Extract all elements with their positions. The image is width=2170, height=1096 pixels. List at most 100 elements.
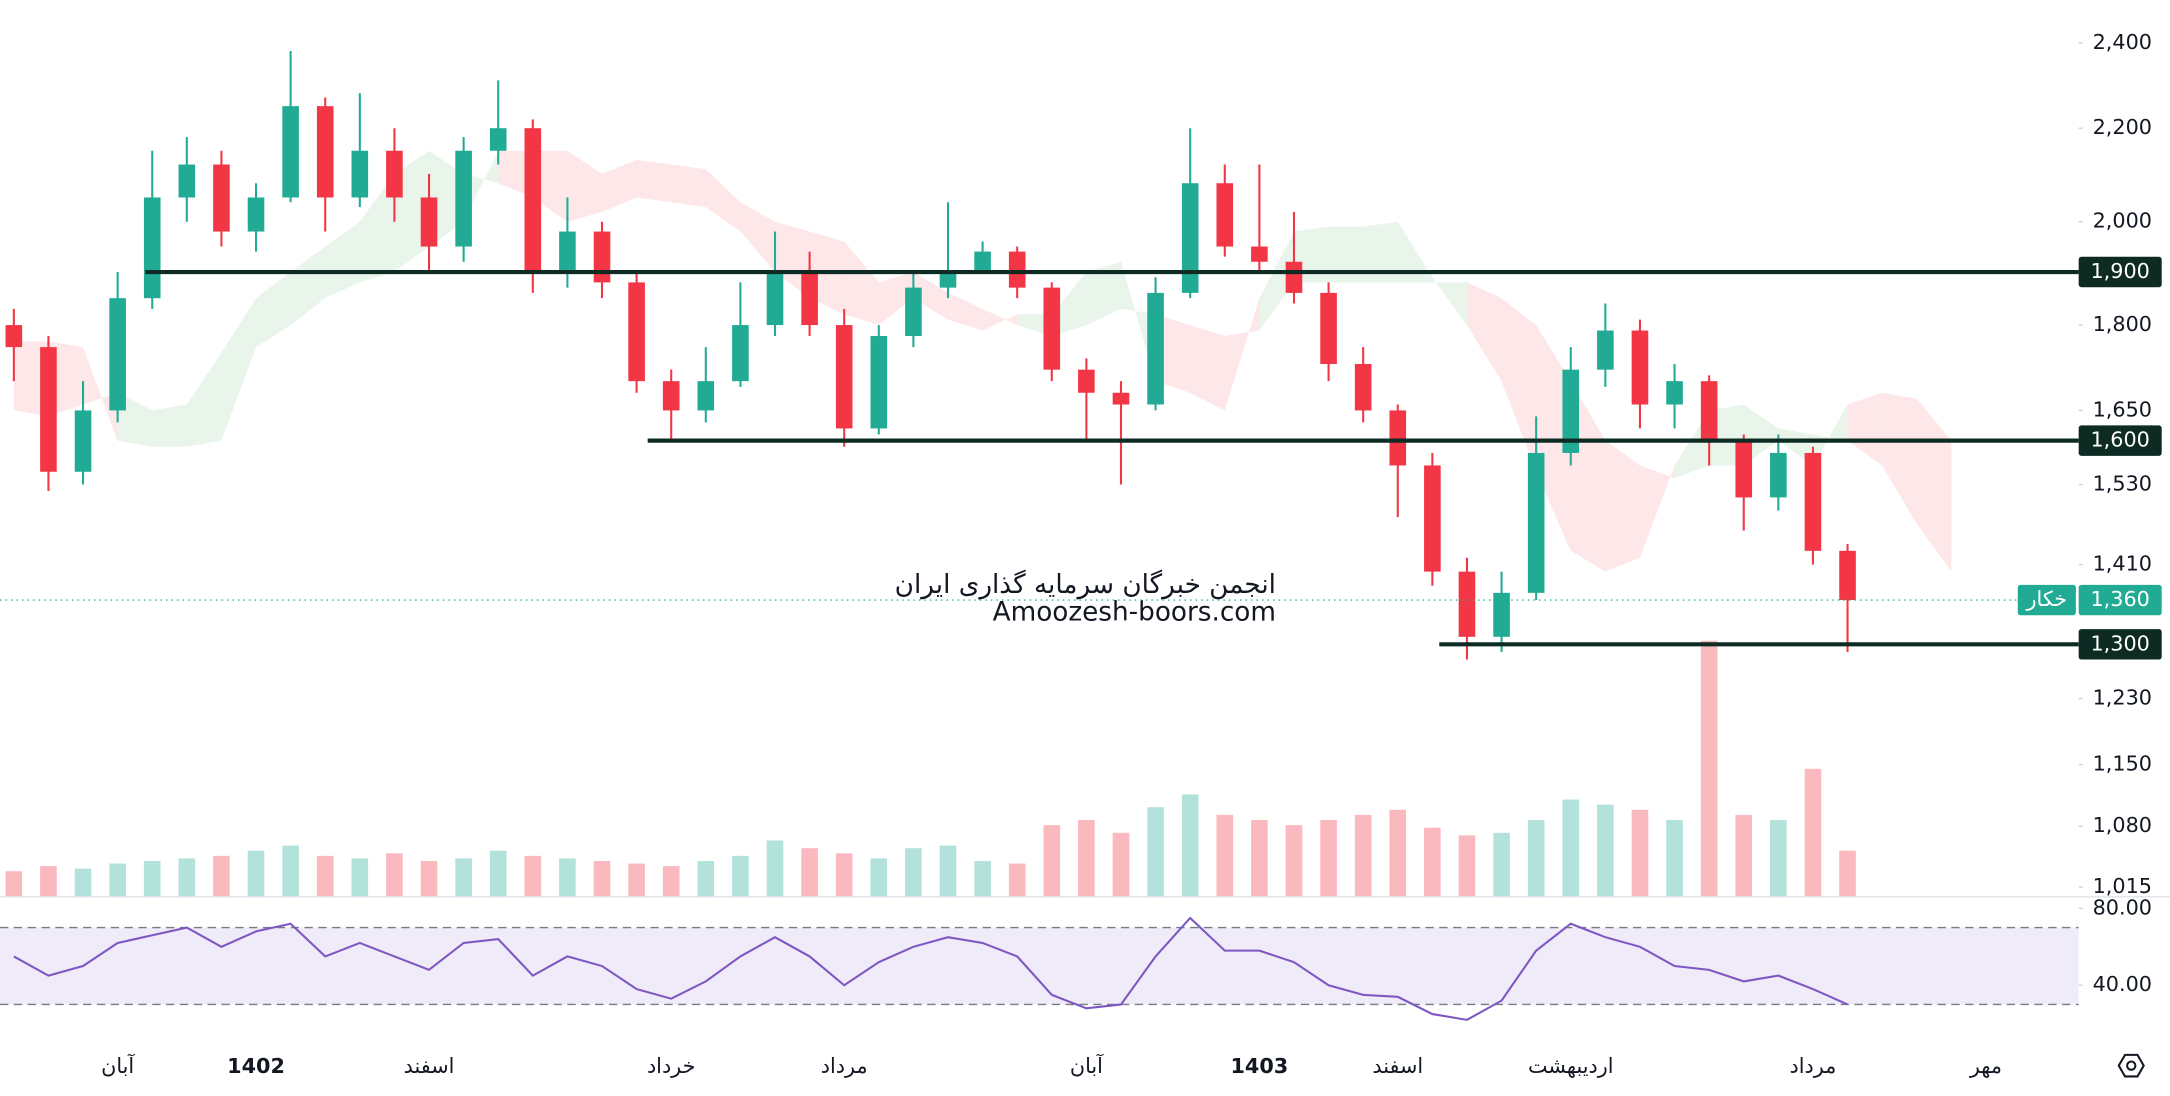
volume-bar: [109, 863, 126, 897]
cloud-segment: [982, 308, 1018, 331]
cloud-segment: [1190, 325, 1225, 411]
cloud-segment: [498, 150, 533, 198]
volume-bar: [455, 858, 472, 897]
volume-bar: [247, 850, 265, 897]
rsi-tick-label: 40.00: [2093, 972, 2152, 996]
volume-bar: [1666, 820, 1683, 897]
x-tick-label: آبان: [1070, 1053, 1104, 1078]
cloud-segment: [1328, 226, 1364, 283]
cloud-segment: [290, 246, 326, 326]
volume-bar: [939, 845, 957, 897]
volume-bar: [282, 845, 299, 897]
candle-body: [1839, 550, 1856, 601]
y-tick-label: 2,200: [2093, 115, 2152, 139]
candle-body: [974, 251, 991, 273]
level-box: [2078, 425, 2162, 456]
y-tick-label: 1,080: [2093, 813, 2152, 837]
cloud-segment: [1397, 221, 1433, 283]
cloud-segment: [325, 221, 360, 299]
cloud-segment: [13, 341, 49, 417]
volume-bar: [1493, 832, 1510, 897]
volume-bar: [524, 855, 542, 897]
y-tick-label: 1,530: [2093, 472, 2152, 496]
candle-body: [178, 164, 196, 198]
volume-bar: [1078, 820, 1095, 897]
candle-body: [1078, 369, 1095, 393]
cloud-segment: [394, 150, 430, 273]
cloud-segment: [256, 272, 291, 348]
candle-body: [801, 272, 818, 326]
candle-body: [316, 106, 334, 198]
cloud-segment: [1051, 272, 1087, 337]
cloud-segment: [602, 159, 637, 212]
cloud-segment: [913, 272, 948, 320]
cloud-segment: [1155, 314, 1191, 393]
candle-body: [489, 128, 507, 151]
volume-bar: [1770, 820, 1787, 897]
volume-bar: [1597, 804, 1614, 897]
watermark: Amoozesh-boors.com: [993, 598, 1276, 628]
candle-body: [1804, 452, 1822, 551]
volume-bar: [1735, 814, 1753, 897]
volume-bar: [974, 860, 991, 897]
volume-bar: [1320, 820, 1337, 897]
candle-body: [732, 325, 749, 382]
cloud-segment: [1224, 298, 1260, 411]
candle-body: [455, 150, 472, 247]
x-tick-label: مرداد: [821, 1054, 868, 1078]
volume-bar: [1458, 835, 1476, 897]
volume-bar: [1527, 820, 1545, 897]
cloud-segment: [83, 347, 118, 441]
candle-body: [766, 272, 784, 326]
volume-bar: [905, 848, 922, 897]
settings-icon[interactable]: [2117, 1053, 2145, 1078]
candle-body: [1112, 392, 1130, 405]
candle-body: [420, 197, 438, 247]
y-tick-label: 1,150: [2093, 752, 2152, 776]
volume-bar: [40, 866, 57, 897]
cloud-segment: [844, 241, 879, 326]
candle-body: [282, 106, 299, 198]
candle-body: [109, 298, 126, 411]
candle-body: [1424, 465, 1441, 572]
volume-bar: [143, 860, 161, 897]
symbol-label: خکار: [2026, 587, 2068, 611]
cloud-segment: [1259, 231, 1294, 331]
volume-bar: [1700, 640, 1718, 897]
cloud-segment: [1501, 298, 1537, 472]
rsi-tick-label: 80.00: [2093, 895, 2152, 919]
candle-body: [247, 197, 265, 232]
cloud-segment: [1882, 392, 1917, 524]
candle-body: [143, 197, 161, 299]
candle-body: [1216, 183, 1234, 247]
volume-bar: [1839, 850, 1856, 897]
volume-bar: [559, 858, 576, 897]
candle-body: [559, 231, 576, 273]
candle-body: [1008, 251, 1026, 288]
volume-bar: [316, 855, 334, 897]
candle-body: [593, 231, 611, 283]
volume-bar: [351, 858, 369, 897]
cloud-segment: [1086, 261, 1121, 326]
level-label: 1,300: [2090, 631, 2149, 655]
volume-bar: [1181, 794, 1199, 897]
volume-bar: [628, 863, 645, 897]
cloud-segment: [705, 169, 741, 232]
volume-bar: [732, 855, 749, 897]
watermark: انجمن خبرگان سرمایه گذاری ایران: [895, 569, 1276, 600]
candle-body: [662, 381, 680, 411]
candle-body: [1251, 246, 1268, 262]
x-tick-label: اسفند: [404, 1054, 455, 1078]
cloud-segment: [186, 352, 222, 447]
x-tick-label: اسفند: [1372, 1054, 1423, 1078]
volume-bar: [1251, 820, 1268, 897]
volume-bar: [1112, 832, 1130, 897]
cloud-segment: [1812, 404, 1848, 466]
volume-bar: [835, 853, 853, 897]
cloud-segment: [1570, 381, 1606, 572]
volume-bar: [697, 860, 715, 897]
volume-bar: [1631, 809, 1649, 897]
candle-body: [1147, 292, 1164, 405]
volume-bar: [1285, 825, 1303, 897]
